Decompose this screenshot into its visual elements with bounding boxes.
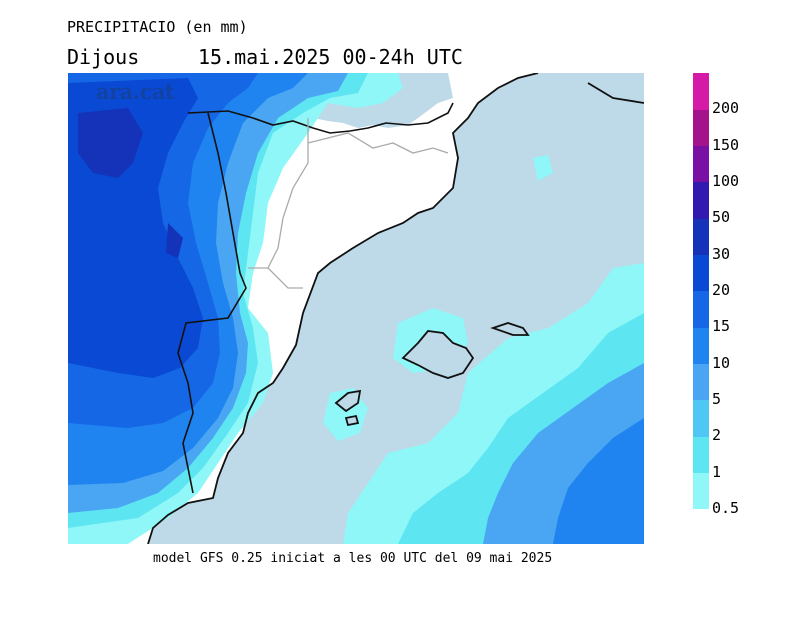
map-canvas	[68, 73, 644, 544]
precipitation-map	[68, 73, 644, 544]
legend-swatch	[693, 400, 709, 437]
map-date-title: Dijous 15.mai.2025 00-24h UTC	[67, 45, 463, 69]
legend-swatch	[693, 436, 709, 474]
precip-band-30	[78, 108, 183, 258]
legend-swatch	[693, 254, 709, 292]
legend-level-label: 5	[712, 390, 722, 408]
legend-level-label: 20	[712, 281, 731, 299]
island-menorca	[490, 322, 530, 336]
legend-level-label: 30	[712, 244, 731, 263]
legend-level-label: 50	[712, 208, 731, 227]
legend-swatch	[693, 218, 709, 256]
legend-swatch	[693, 73, 709, 110]
island-mallorca	[401, 330, 475, 379]
legend-swatch	[693, 109, 709, 147]
island-ibiza	[334, 389, 362, 413]
date-range-label: 15.mai.2025 00-24h UTC	[198, 45, 463, 69]
legend-swatch	[693, 291, 709, 328]
sea-precip-10	[553, 418, 644, 544]
legend-level-label: 2	[712, 426, 722, 445]
coastline-france	[587, 82, 644, 104]
border-spain-portugal	[177, 112, 247, 494]
legend-level-label: 0.5	[712, 499, 740, 517]
legend-level-label: 100	[712, 172, 740, 190]
legend-swatch	[693, 472, 709, 510]
watermark-logo: ara.cat	[96, 79, 175, 104]
map-variable-title: PRECIPITACIO (en mm)	[67, 18, 248, 36]
legend-swatch	[693, 145, 709, 183]
sea-precip-blob-north	[533, 155, 553, 181]
legend-level-label: 200	[712, 99, 740, 118]
legend-level-label: 150	[712, 135, 740, 154]
color-legend	[693, 73, 709, 510]
legend-level-label: 15	[712, 317, 731, 336]
day-label: Dijous	[67, 45, 140, 69]
model-footer: model GFS 0.25 iniciat a les 00 UTC del …	[153, 551, 553, 566]
legend-swatch	[693, 363, 709, 401]
coastline-iberia	[147, 73, 539, 544]
internal-borders	[248, 118, 449, 289]
legend-level-label: 1	[712, 462, 722, 481]
legend-swatch	[693, 182, 709, 219]
legend-level-label: 10	[712, 353, 731, 372]
border-spain-france	[187, 102, 454, 134]
island-formentera	[344, 414, 360, 427]
legend-swatch	[693, 327, 709, 365]
